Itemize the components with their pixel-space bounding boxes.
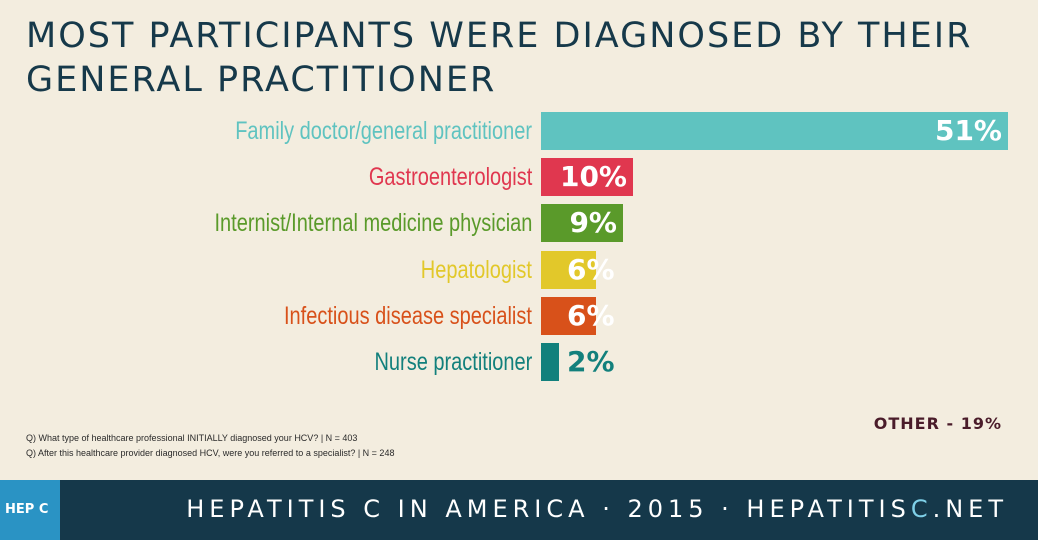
value-label-gastroenterologist: 10% [559,160,627,193]
bar-chart: Family doctor/general practitioner 51% Gas… [0,112,1038,402]
other-label: OTHER - 19% [873,414,1002,433]
bar-infectious-disease-specialist [541,297,596,335]
logo-text: HEP C [5,502,49,517]
footer-text-main: HEPATITIS C IN AMERICA · 2015 · HEPATITI… [186,495,911,523]
survey-question-1: Q) What type of healthcare professional … [26,433,358,443]
bar-family-doctor-general-practitioner [541,112,1008,150]
category-label-family-doctor-general-practitioner: Family doctor/general practitioner [235,117,532,145]
category-label-nurse-practitioner: Nurse practitioner [374,348,532,376]
hepc-logo: HEP C [0,480,60,540]
value-label-infectious-disease-specialist: 6% [567,299,615,332]
bar-hepatologist [541,251,596,289]
value-label-nurse-practitioner: 2% [567,345,615,378]
value-label-hepatologist: 6% [567,253,615,286]
category-label-internist-internal-medicine-physician: Internist/Internal medicine physician [214,209,532,237]
bar-nurse-practitioner [541,343,559,381]
category-label-hepatologist: Hepatologist [420,256,532,284]
value-label-internist-internal-medicine-physician: 9% [569,206,617,239]
bar-gastroenterologist [541,158,633,196]
footer-site-text: HEPATITIS C IN AMERICA · 2015 · HEPATITI… [186,495,1008,523]
chart-title: MOST PARTICIPANTS WERE DIAGNOSED BY THEI… [26,16,973,100]
value-label-family-doctor-general-practitioner: 51% [934,114,1002,147]
category-label-infectious-disease-specialist: Infectious disease specialist [284,302,532,330]
survey-question-2: Q) After this healthcare provider diagno… [26,448,395,458]
footer-banner: HEP C HEPATITIS C IN AMERICA · 2015 · HE… [0,480,1038,540]
bar-internist-internal-medicine-physician [541,204,623,242]
footer-text-end: .NET [932,495,1008,523]
category-label-gastroenterologist: Gastroenterologist [368,163,532,191]
footer-text-accent: C [910,495,933,523]
